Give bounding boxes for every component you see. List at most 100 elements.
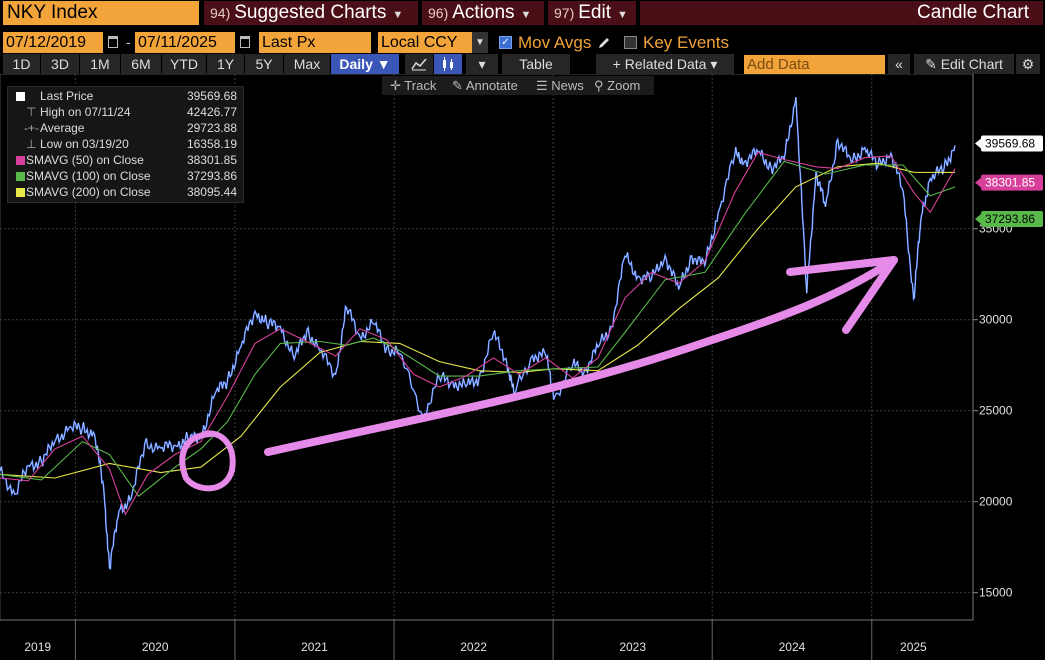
mov-avgs-label[interactable]: Mov Avgs [518, 33, 592, 52]
menu-number: 96) [428, 5, 449, 21]
legend-value: 29723.88 [186, 121, 237, 135]
annotation-arrowhead [786, 256, 898, 334]
related-data-label: Related Data [624, 56, 707, 72]
period-1d-button[interactable]: 1D [3, 54, 40, 74]
legend-name: Last Price [40, 89, 94, 103]
mov-avgs-checkbox[interactable]: ✓ [499, 36, 512, 49]
edit-chart-button[interactable]: ✎ Edit Chart [914, 54, 1014, 74]
low-marker-icon: ⊥ [26, 137, 37, 151]
add-data-input[interactable]: Add Data [744, 55, 885, 74]
chevron-down-icon: ▼ [616, 9, 628, 21]
sma50-series [0, 151, 956, 516]
period-6m-button[interactable]: 6M [121, 54, 161, 74]
menu-number: 97) [554, 5, 575, 21]
value-tag [981, 135, 1043, 152]
edit-menu[interactable]: 97) Edit ▼ [548, 1, 636, 25]
period-ytd-button[interactable]: YTD [162, 54, 206, 74]
chevron-down-icon[interactable]: ▾ [466, 54, 498, 74]
menu-number: 94) [210, 5, 231, 21]
annotation-toolbar: ✛ Track ✎ Annotate ☰ News ⚲ Zoom [382, 76, 654, 95]
legend-row-sma100[interactable]: SMAVG (100) on Close 37293.86 [12, 168, 237, 184]
sma200-series [0, 162, 956, 479]
y-tick-label: 20000 [979, 495, 1013, 509]
value-tag-label: 38301.85 [985, 176, 1035, 190]
collapse-icon[interactable]: « [888, 54, 910, 74]
legend-swatch [16, 188, 25, 197]
pencil-icon: ✎ [452, 78, 463, 93]
period-1y-button[interactable]: 1Y [207, 54, 244, 74]
key-events-label[interactable]: Key Events [643, 33, 729, 52]
period-max-button[interactable]: Max [284, 54, 330, 74]
chevron-down-icon: ▼ [392, 9, 404, 21]
value-tag [981, 174, 1043, 191]
chevron-down-icon[interactable]: ▼ [472, 32, 488, 53]
end-date-field[interactable]: 07/11/2025 [135, 32, 235, 53]
pencil-icon: ✎ [925, 56, 937, 72]
y-tick-label: 30000 [979, 313, 1013, 327]
currency-select[interactable]: Local CCY [378, 32, 472, 53]
legend-swatch [16, 156, 25, 165]
legend-row-sma200[interactable]: SMAVG (200) on Close 38095.44 [12, 184, 237, 200]
chevron-down-icon: ▼ [520, 9, 532, 21]
x-tick-label: 2019 [24, 640, 51, 654]
legend-swatch [16, 172, 25, 181]
menu-label: Suggested Charts [234, 2, 387, 23]
related-data-button[interactable]: + Related Data ▾ [596, 54, 734, 74]
sma100-series [0, 160, 956, 497]
gear-icon[interactable]: ⚙ [1016, 54, 1040, 74]
calendar-icon[interactable] [240, 36, 250, 48]
legend-name: Average [40, 121, 85, 135]
annotate-tool[interactable]: ✎ Annotate [452, 76, 518, 95]
legend-row-average[interactable]: -+- Average 29723.88 [12, 120, 237, 136]
legend-value: 37293.86 [186, 169, 237, 183]
magnifier-icon: ⚲ [594, 78, 604, 93]
pencil-icon[interactable] [597, 36, 611, 50]
high-marker-icon: ⊤ [26, 105, 37, 119]
value-tag-pointer [975, 177, 981, 188]
average-marker-icon: -+- [24, 121, 39, 135]
ticker-field[interactable]: NKY Index [3, 1, 199, 25]
value-tag-label: 37293.86 [985, 212, 1035, 226]
period-bar: 1D 3D 1M 6M YTD 1Y 5Y Max Daily ▼ ▾ Tabl… [0, 54, 1045, 74]
legend-row-low[interactable]: ⊥ Low on 03/19/20 16358.19 [12, 136, 237, 152]
chevron-down-icon: ▾ [710, 56, 718, 72]
crosshair-icon: ✛ [390, 78, 401, 93]
command-bar: NKY Index 94) Suggested Charts ▼ 96) Action… [0, 0, 1045, 27]
period-3d-button[interactable]: 3D [41, 54, 79, 74]
line-chart-icon[interactable] [405, 54, 433, 74]
suggested-charts-menu[interactable]: 94) Suggested Charts ▼ [204, 1, 418, 25]
legend-row-sma50[interactable]: SMAVG (50) on Close 38301.85 [12, 152, 237, 168]
track-tool[interactable]: ✛ Track [390, 76, 436, 95]
value-tag-pointer [975, 213, 981, 224]
chart-legend: Last Price 39569.68 ⊤ High on 07/11/24 4… [7, 86, 244, 203]
tool-label: Zoom [607, 78, 641, 93]
key-events-checkbox[interactable] [624, 36, 637, 49]
legend-row-last-price[interactable]: Last Price 39569.68 [12, 88, 237, 104]
zoom-tool[interactable]: ⚲ Zoom [594, 76, 640, 95]
y-tick-label: 15000 [979, 586, 1013, 600]
legend-name: SMAVG (200) on Close [26, 185, 151, 199]
news-tool[interactable]: ☰ News [536, 76, 584, 95]
x-tick-label: 2022 [460, 640, 487, 654]
x-tick-label: 2025 [900, 640, 927, 654]
legend-swatch [16, 92, 25, 101]
legend-row-high[interactable]: ⊤ High on 07/11/24 42426.77 [12, 104, 237, 120]
table-button[interactable]: Table [502, 54, 570, 74]
period-1m-button[interactable]: 1M [80, 54, 120, 74]
legend-name: SMAVG (100) on Close [26, 169, 151, 183]
menu-label: Actions [452, 2, 515, 23]
candle-chart-icon[interactable] [434, 54, 462, 74]
chevron-down-icon: ▼ [376, 56, 391, 72]
frequency-label: Daily [339, 56, 373, 72]
frequency-select[interactable]: Daily ▼ [331, 54, 399, 74]
value-tag-pointer [975, 138, 981, 149]
tool-label: Track [404, 78, 437, 93]
calendar-icon[interactable] [108, 36, 118, 48]
field-select[interactable]: Last Px [259, 32, 371, 53]
x-tick-label: 2020 [142, 640, 169, 654]
actions-menu[interactable]: 96) Actions ▼ [422, 1, 544, 25]
date-range-bar: 07/12/2019 - 07/11/2025 Last Px Local CC… [0, 31, 1045, 54]
y-tick-label: 25000 [979, 404, 1013, 418]
period-5y-button[interactable]: 5Y [245, 54, 283, 74]
start-date-field[interactable]: 07/12/2019 [3, 32, 103, 53]
